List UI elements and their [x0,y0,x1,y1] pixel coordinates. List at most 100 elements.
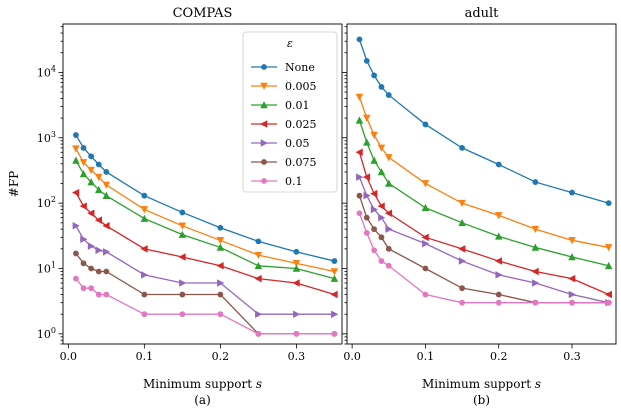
series-0.025 [72,188,338,299]
data-point [356,210,363,217]
x-tick-label: 0.2 [212,350,230,363]
data-point [179,279,187,287]
data-point [330,274,339,282]
data-point [141,192,148,199]
series-0.1 [73,275,338,337]
series-line [358,195,609,304]
data-point [79,202,87,210]
series-0.025 [355,148,612,299]
data-point [385,225,393,233]
data-point [178,253,186,261]
data-point [217,291,224,298]
data-point [377,144,386,152]
legend-marker [260,101,268,109]
data-point [495,291,502,298]
data-point [377,168,386,176]
data-point [422,239,430,248]
x-tick-label: 0.3 [563,350,581,363]
data-point [458,199,466,208]
data-point [422,121,429,128]
data-point [331,258,338,264]
data-point [355,93,364,101]
data-point [458,245,466,253]
data-point [179,209,186,216]
data-point [216,243,225,251]
series-line [75,278,335,335]
data-point [179,291,186,298]
data-point [532,279,540,287]
legend-label: 0.1 [285,175,303,188]
data-point [330,290,338,299]
data-point [356,36,363,43]
data-point [254,251,263,260]
chart-title: COMPAS [173,6,233,21]
data-point [569,189,575,196]
data-point [568,237,576,245]
series-0.01 [355,116,613,270]
legend-marker [261,159,267,165]
data-point [216,237,225,245]
data-point [102,181,111,189]
data-point [95,246,103,255]
panel-adult: adult 0.0 0.1 0.2 0.3 Minimum support s (b) [342,6,617,407]
legend-marker [260,82,268,90]
y-tick-label: 101 [37,261,56,276]
data-point [330,268,339,276]
data-point [363,191,371,200]
data-point [385,179,393,187]
data-point [293,248,300,255]
data-point [370,189,378,198]
data-point [80,285,87,292]
legend-marker [260,139,268,147]
data-point [331,330,338,337]
series-line [75,192,335,296]
data-point [377,202,385,210]
data-point [103,268,110,275]
data-point [371,247,378,254]
data-point [378,234,385,241]
data-point [385,262,392,269]
y-tick-label: 102 [37,195,56,210]
data-point [103,169,110,175]
x-tick-label: 0.0 [60,350,78,363]
data-point [179,311,186,318]
legend-marker [261,178,267,184]
panel-compas: COMPAS 100 101 102 103 104 0.0 0.1 0.2 0.3 Minimum… [7,6,343,407]
legend-marker [260,120,268,128]
data-point [370,205,379,214]
data-point [495,161,502,168]
series-0.005 [355,93,613,252]
data-point [370,156,378,164]
series-line [358,39,609,204]
data-point [459,144,465,151]
data-point [178,230,187,238]
data-point [532,299,539,306]
data-point [94,185,103,194]
x-axis-label: Minimum support s [143,377,262,391]
series-0.05 [72,222,339,318]
data-point [94,216,103,224]
data-point [363,230,370,236]
legend-label: 0.075 [285,156,317,169]
data-point [356,192,363,199]
series-0.01 [72,156,339,282]
legend-label: 0.005 [285,80,317,93]
data-point [255,330,262,337]
series-line [358,152,609,296]
data-point [363,138,371,146]
data-point [72,222,80,230]
legend-label: 0.05 [285,137,310,150]
x-tick-label: 0.1 [417,350,435,363]
legend: ε None 0.005 0.01 0.025 0.05 0.075 0.1 [242,31,338,193]
data-point [371,226,378,233]
data-point [459,299,465,306]
data-point [87,178,95,186]
x-tick-label: 0.1 [136,350,154,363]
data-point [254,274,262,283]
data-point [292,264,301,272]
data-point [371,72,378,79]
data-point [568,274,576,283]
data-point [385,154,393,162]
y-tick-label: 100 [37,326,56,341]
